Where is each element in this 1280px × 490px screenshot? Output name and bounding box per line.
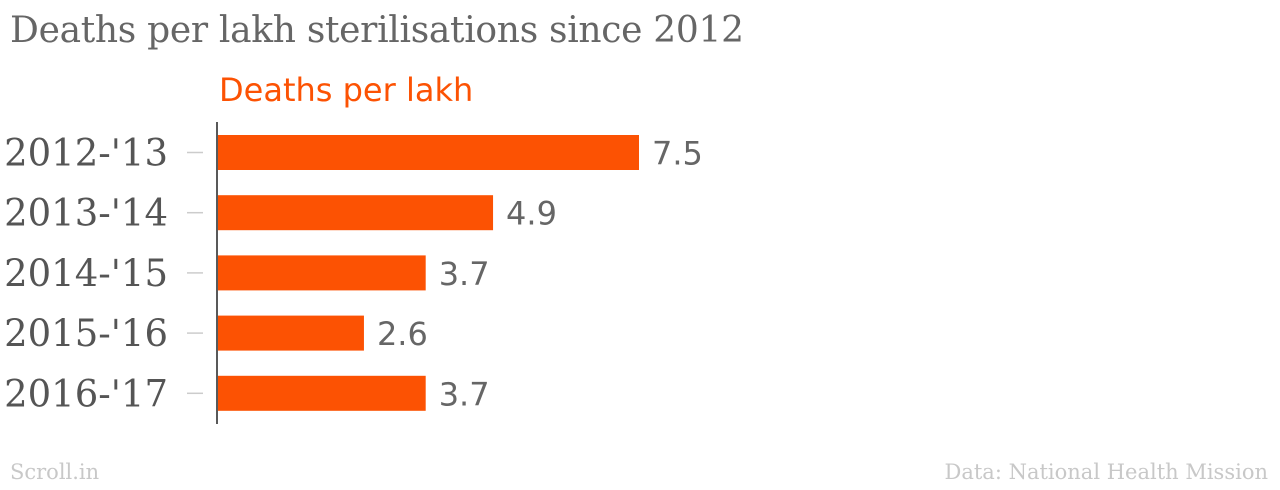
category-label: 2012-'13 xyxy=(4,132,168,175)
category-label: 2014-'15 xyxy=(4,252,168,295)
publisher-credit: Scroll.in xyxy=(10,460,100,484)
category-label: 2016-'17 xyxy=(4,372,168,415)
data-label: 3.7 xyxy=(439,255,490,293)
bar xyxy=(218,195,494,231)
bar xyxy=(218,135,639,170)
chart-title: Deaths per lakh sterilisations since 201… xyxy=(10,10,744,51)
data-label: 4.9 xyxy=(506,195,557,233)
bar xyxy=(218,255,426,291)
data-label: 7.5 xyxy=(652,135,703,173)
data-source-note: Data: National Health Mission xyxy=(944,460,1268,484)
data-label: 2.6 xyxy=(377,315,428,353)
bar xyxy=(218,375,426,411)
series-label: Deaths per lakh xyxy=(219,71,473,109)
bar xyxy=(218,315,364,351)
category-label: 2015-'16 xyxy=(4,312,168,355)
data-label: 3.7 xyxy=(439,375,490,413)
category-label: 2013-'14 xyxy=(4,192,168,235)
